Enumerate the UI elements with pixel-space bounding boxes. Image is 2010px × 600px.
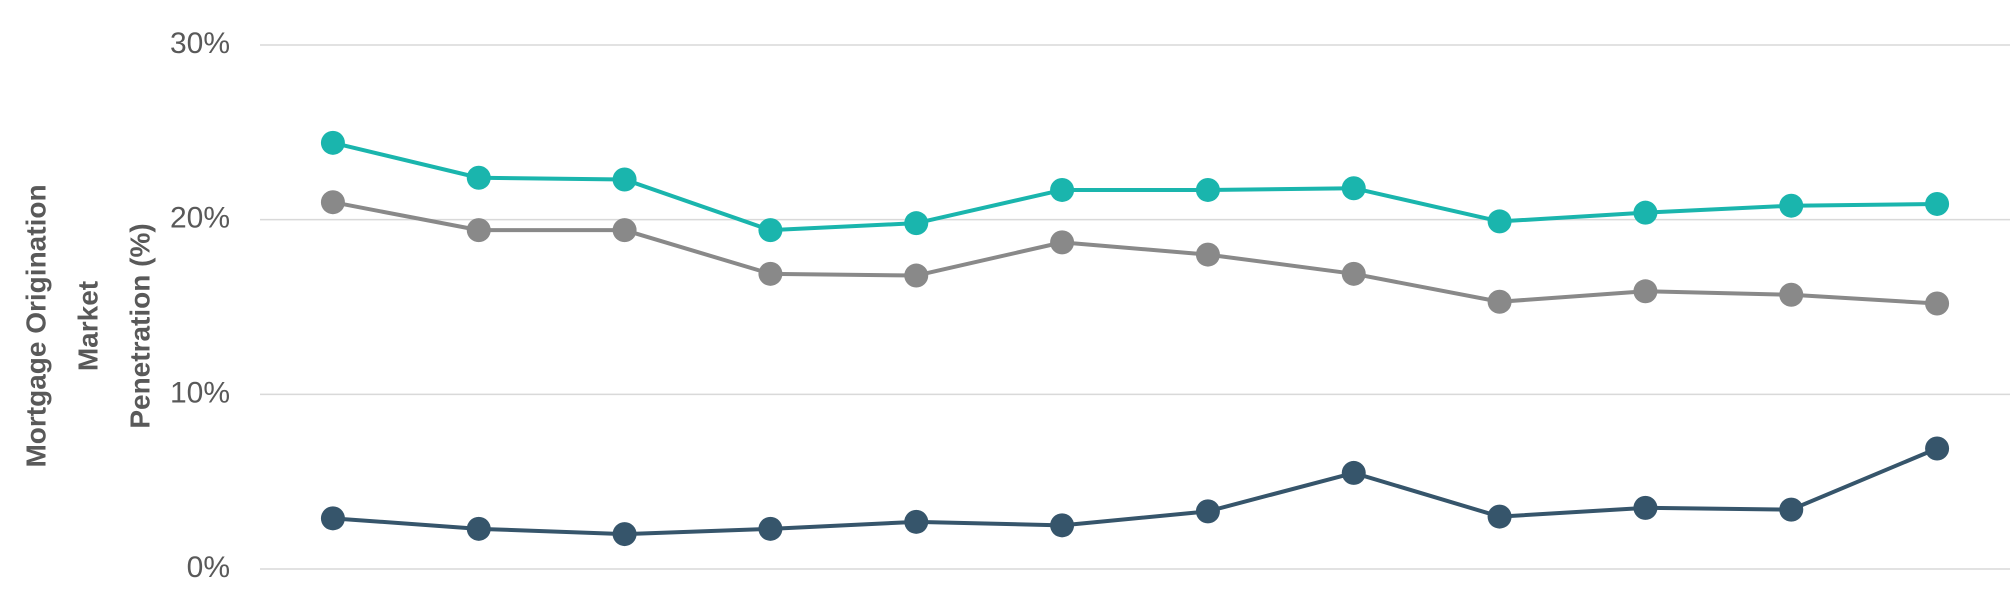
series-line (332, 200, 1938, 306)
data-point (904, 509, 929, 534)
data-point (1487, 289, 1512, 314)
data-point (1341, 176, 1366, 201)
data-point (1341, 460, 1366, 485)
data-point (1925, 291, 1950, 316)
data-point (904, 211, 929, 236)
data-point (758, 516, 783, 541)
y-tick-label: 20% (170, 202, 230, 235)
data-point (612, 522, 637, 547)
data-point (1050, 177, 1075, 202)
y-axis-label: Mortgage Origination Market Penetration … (20, 184, 155, 467)
series-line (332, 446, 1938, 537)
data-point (1925, 436, 1950, 461)
data-point (320, 190, 345, 215)
data-point (612, 218, 637, 243)
y-tick-label: 30% (170, 27, 230, 60)
data-point (1341, 261, 1366, 286)
data-point (466, 165, 491, 190)
data-point (758, 261, 783, 286)
data-point (1925, 191, 1950, 216)
y-label-line: Penetration (%) (124, 223, 155, 428)
data-point (466, 516, 491, 541)
data-point (1633, 279, 1658, 304)
y-label-line: Market (72, 281, 103, 371)
data-point (1779, 282, 1804, 307)
data-point (1487, 504, 1512, 529)
data-point (904, 263, 929, 288)
data-point (758, 218, 783, 243)
series-line (332, 140, 1938, 233)
data-point (1050, 513, 1075, 538)
y-label-line: Mortgage Origination (20, 184, 51, 467)
data-point (320, 506, 345, 531)
data-point (1195, 242, 1220, 267)
data-point (1195, 499, 1220, 524)
data-point (1195, 177, 1220, 202)
data-point (1633, 200, 1658, 225)
data-point (1487, 209, 1512, 234)
data-point (320, 130, 345, 155)
data-point (612, 167, 637, 192)
data-point (466, 218, 491, 243)
y-tick-label: 10% (170, 376, 230, 409)
y-tick-label: 0% (187, 551, 230, 584)
data-point (1050, 230, 1075, 255)
data-point (1779, 193, 1804, 218)
data-point (1779, 497, 1804, 522)
data-point (1633, 495, 1658, 520)
